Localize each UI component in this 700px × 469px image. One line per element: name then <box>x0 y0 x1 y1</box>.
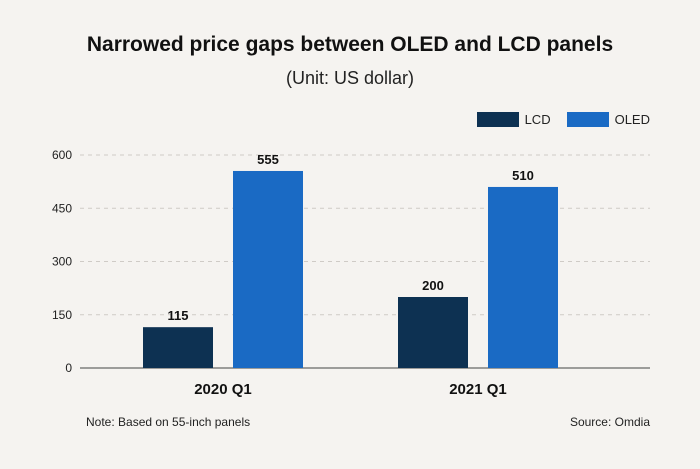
bar-oled-1 <box>233 170 303 368</box>
data-label-oled-2: 510 <box>512 168 534 183</box>
legend: LCD OLED <box>461 112 650 127</box>
x-tick-label: 2020 Q1 <box>194 381 252 398</box>
data-label-lcd-2: 200 <box>422 278 444 293</box>
chart-subtitle: (Unit: US dollar) <box>285 68 415 88</box>
chart-title: Narrowed price gaps between OLED and LCD… <box>86 33 614 56</box>
legend-item-oled: OLED <box>566 112 650 127</box>
x-tick-label: 2021 Q1 <box>449 381 507 398</box>
data-label-lcd-1: 115 <box>168 308 189 323</box>
legend-swatch-oled <box>566 112 609 127</box>
legend-label-lcd: LCD <box>524 112 551 127</box>
y-tick-label: 450 <box>52 201 72 215</box>
source-credit: Source: Omdia <box>569 415 650 429</box>
y-tick-label: 600 <box>52 148 72 162</box>
footnote: Note: Based on 55-inch panels <box>86 415 251 429</box>
bar-lcd-2 <box>398 297 468 368</box>
data-label-oled-1: 555 <box>257 152 279 167</box>
y-tick-label: 150 <box>52 308 72 322</box>
bar-oled-2 <box>488 186 558 368</box>
y-tick-label: 0 <box>65 361 72 375</box>
legend-item-lcd: LCD <box>476 112 551 127</box>
bar-lcd-1 <box>143 327 213 368</box>
y-tick-label: 300 <box>52 255 72 269</box>
legend-label-oled: OLED <box>614 112 650 127</box>
legend-swatch-lcd <box>476 112 519 127</box>
